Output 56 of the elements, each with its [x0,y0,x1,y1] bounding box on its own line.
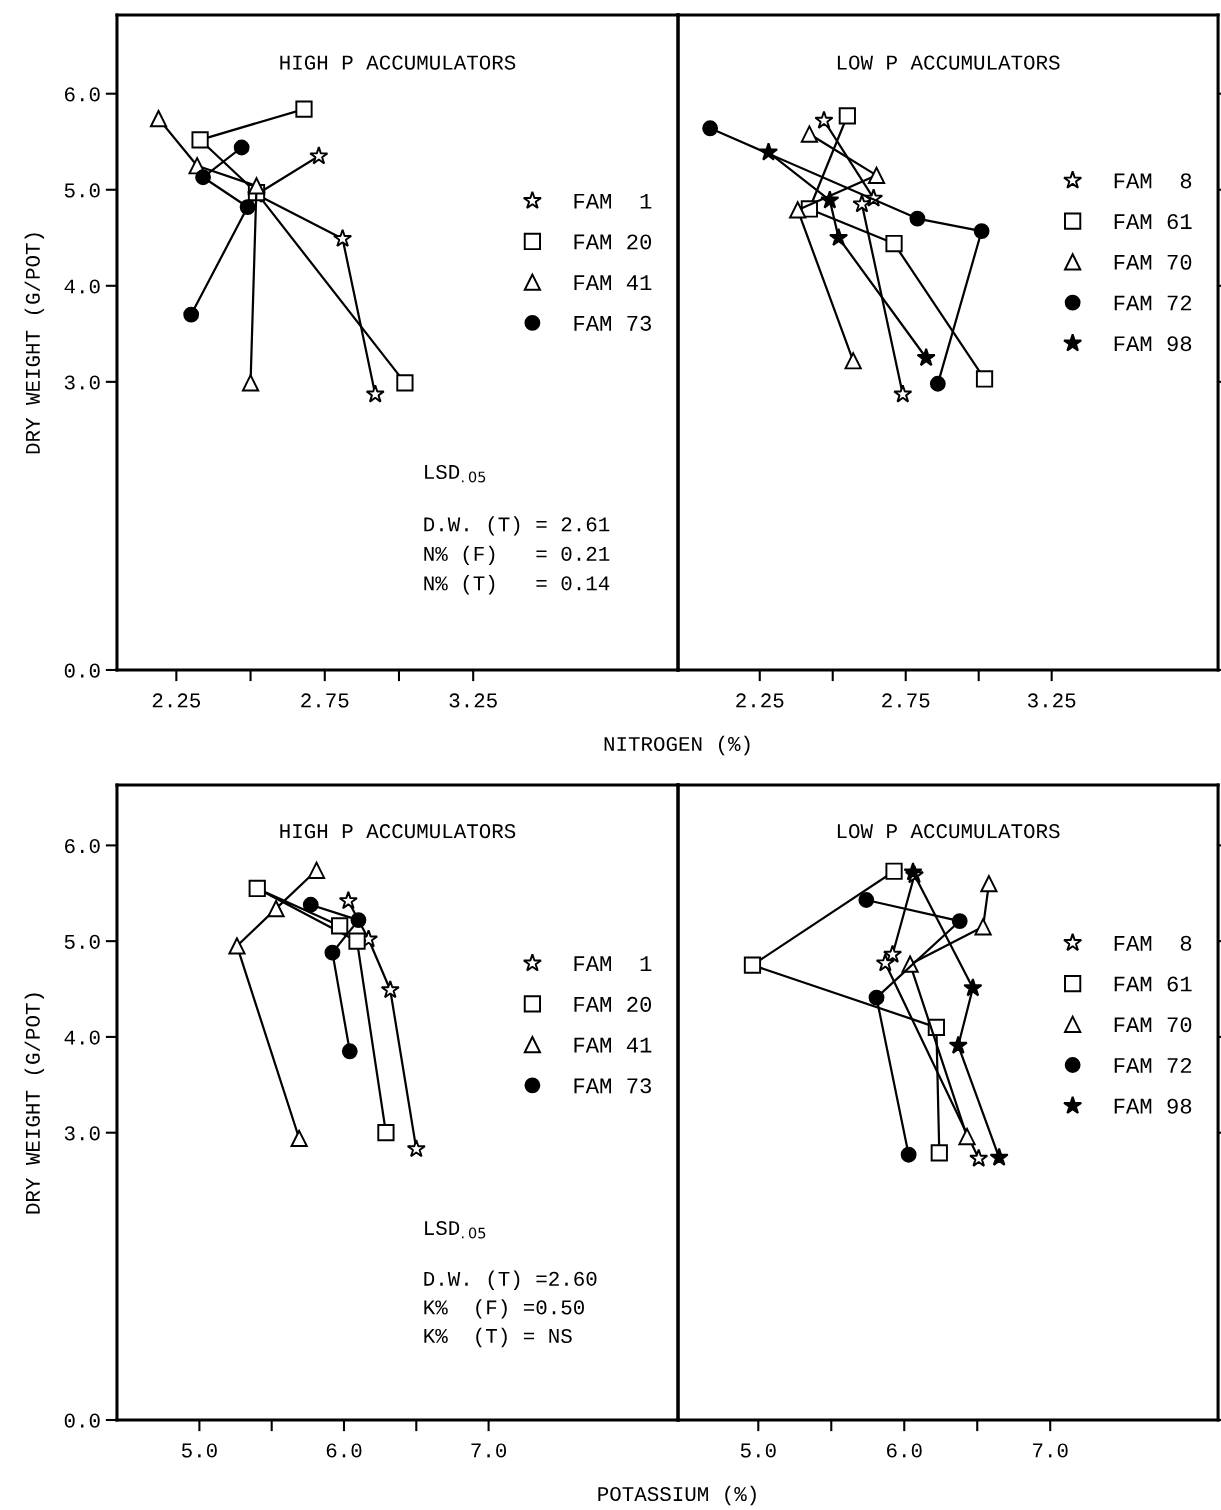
y-tick-label: 5.0 [64,934,100,949]
y-tick-label: 0.0 [64,663,100,678]
legend-label: FAM 41 [574,1037,652,1053]
text: HIGH P ACCUMULATORS [280,55,516,70]
annotation: K% (T) = NS [424,1327,572,1348]
legend-label: FAM 70 [1114,254,1192,270]
y-tick-label: 4.0 [64,279,100,294]
legend-label: FAM 70 [1114,1017,1192,1033]
legend-label: FAM 8 [1114,935,1192,951]
y-tick-label: 6.0 [65,839,100,854]
legend-label: FAM 73 [574,315,651,331]
legend-label: FAM 20 [574,996,652,1012]
y-tick-label: 3.0 [64,375,100,390]
x-tick-label: 3.25 [449,693,497,708]
annotation: LSD$_{.05}$ [425,1220,486,1239]
legend-label: FAM 61 [1114,214,1192,230]
annotation: K% (F) =0.50 [424,1299,584,1319]
annotation: D.W. (T) = 2.61 [424,516,610,536]
x-tick-label: 2.25 [736,693,784,708]
y-tick-label: 0.0 [64,1413,100,1428]
x-tick-label: 5.0 [740,1443,776,1458]
x-tick-label: 2.75 [882,693,930,708]
legend-label: FAM 72 [1114,1057,1192,1073]
y-tick-label: 4.0 [64,1030,100,1045]
x-tick-label: 2.25 [152,693,201,708]
x-tick-label: 7.0 [1033,1443,1068,1458]
legend-label: FAM 8 [1114,173,1192,189]
legend-label: FAM 73 [574,1078,651,1094]
text: LOW P ACCUMULATORS [837,55,1060,70]
y-tick-label: 6.0 [65,87,100,102]
legend-label: FAM 20 [574,234,652,250]
legend-label: FAM 1 [574,193,652,209]
annotation: LSD$_{.05}$ [425,464,486,483]
x-axis-title: POTASSIUM (%) [598,1485,756,1506]
x-tick-label: 5.0 [181,1443,217,1458]
x-axis-title: NITROGEN (%) [604,735,750,756]
annotation: D.W. (T) =2.60 [424,1270,597,1291]
legend-label: FAM 41 [574,275,652,290]
y-axis-title: DRY WEIGHT (G/POT) [24,233,45,454]
x-tick-label: 6.0 [887,1443,922,1458]
legend-label: FAM 98 [1114,336,1192,352]
legend-label: FAM 61 [1114,976,1192,992]
legend-label: FAM 72 [1114,295,1192,311]
y-axis-title: DRY WEIGHT (G/POT) [24,993,45,1214]
x-tick-label: 7.0 [471,1443,507,1458]
legend-label: FAM 98 [1114,1098,1192,1114]
annotation: N% (F) = 0.21 [424,545,610,566]
x-tick-label: 2.75 [301,693,349,708]
text: HIGH P ACCUMULATORS [280,824,516,839]
text: LOW P ACCUMULATORS [837,824,1060,839]
x-tick-label: 3.25 [1027,693,1076,708]
legend-label: FAM 1 [574,956,652,972]
y-tick-label: 5.0 [64,183,100,198]
annotation: N% (T) = 0.14 [424,575,610,595]
y-tick-label: 3.0 [64,1126,100,1141]
x-tick-label: 6.0 [326,1443,362,1458]
